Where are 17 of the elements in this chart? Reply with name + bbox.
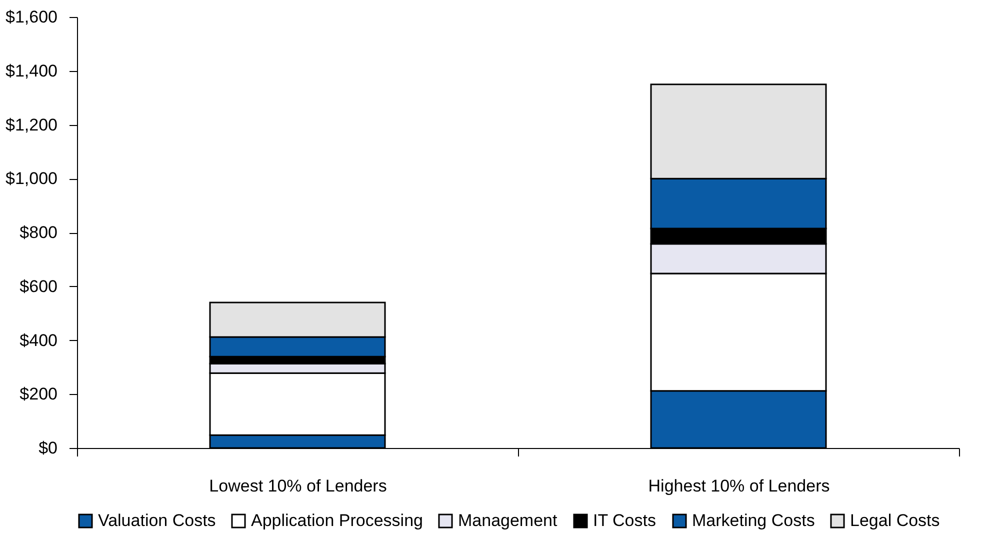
- x-tick-label: Lowest 10% of Lenders: [209, 476, 387, 496]
- y-tick-label: $600: [20, 276, 58, 296]
- y-tick-label: $1,000: [6, 169, 58, 188]
- y-tick-label: $0: [38, 438, 58, 458]
- legend-label: IT Costs: [593, 510, 656, 530]
- x-tick-label: Highest 10% of Lenders: [648, 476, 830, 496]
- y-tick-label: $800: [20, 223, 58, 242]
- y-tick-label: $1,200: [6, 115, 58, 134]
- y-tick-label: $200: [20, 384, 58, 404]
- y-tick-label: $400: [20, 330, 58, 350]
- y-tick-label: $1,600: [6, 8, 58, 26]
- legend-label: Valuation Costs: [98, 510, 216, 530]
- legend-label: Marketing Costs: [692, 510, 815, 530]
- legend-label: Legal Costs: [850, 510, 940, 530]
- y-tick-label: $1,400: [6, 61, 58, 80]
- legend-label: Management: [458, 510, 558, 530]
- legend-label: Application Processing: [251, 510, 423, 530]
